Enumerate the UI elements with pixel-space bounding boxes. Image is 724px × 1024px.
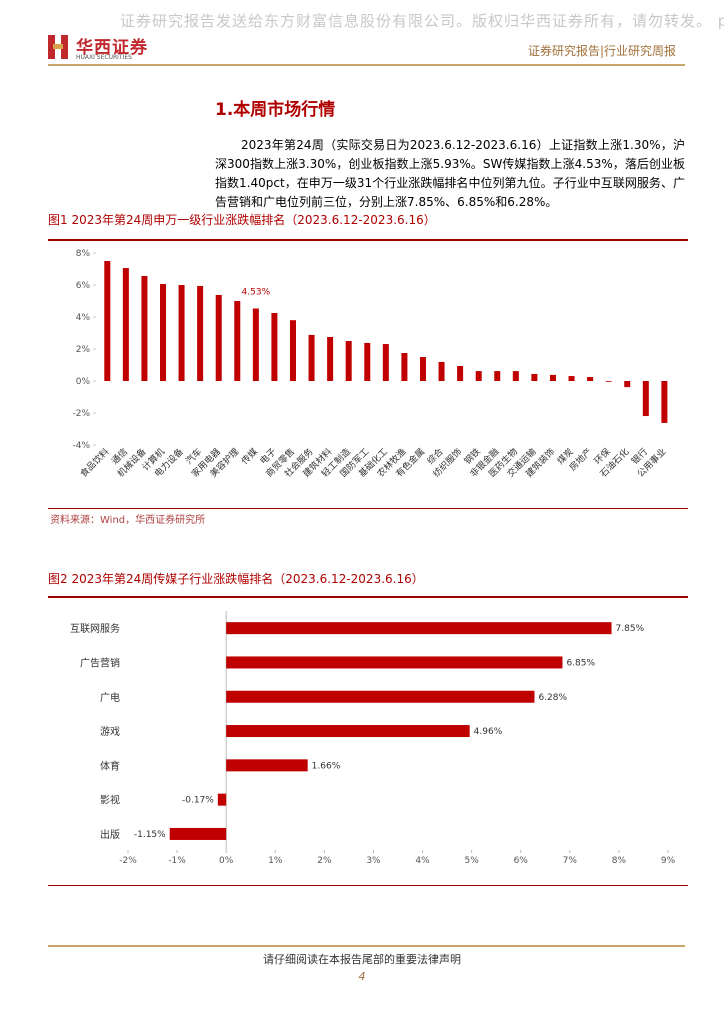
bar <box>104 261 111 381</box>
y-tick-label: 游戏 <box>100 725 120 738</box>
source: 资料来源：Wind，华西证券研究所 <box>50 515 206 526</box>
bar <box>642 381 649 417</box>
y-tick-label: -2% <box>72 409 90 419</box>
disclaimer: 请仔细阅读在本报告尾部的重要法律声明 <box>263 953 461 966</box>
y-tick-label: 影视 <box>100 794 120 807</box>
data-label: 1.66% <box>312 761 341 771</box>
paragraph: 2023年第24周（实际交易日为2023.6.12-2023.6.16）上证指数… <box>215 138 685 209</box>
y-tick-label: 4% <box>76 313 91 323</box>
bar <box>419 357 426 381</box>
y-tick-label: 8% <box>76 249 91 259</box>
y-tick-label: 出版 <box>100 828 120 841</box>
bar <box>624 381 631 388</box>
bar <box>531 373 538 381</box>
bar <box>308 334 315 381</box>
footer-rule <box>48 945 685 947</box>
bar <box>217 793 227 806</box>
bar <box>141 276 148 381</box>
bar <box>587 377 594 381</box>
section-title: 1.本周市场行情 <box>215 100 336 120</box>
y-tick-label: 广告营销 <box>80 656 120 669</box>
bar <box>382 344 389 381</box>
caption-rule <box>48 596 688 598</box>
y-tick-label: 0% <box>76 377 91 387</box>
chart-rule <box>48 885 688 886</box>
source-rule <box>48 508 688 509</box>
x-tick-label: 0% <box>219 856 234 866</box>
data-label: 4.96% <box>474 727 503 737</box>
x-tick-label: 4% <box>415 856 430 866</box>
bar <box>215 294 222 381</box>
x-tick-label: 8% <box>612 856 627 866</box>
header-rule <box>48 64 685 66</box>
bar <box>512 371 519 381</box>
bar <box>401 353 408 381</box>
bar <box>364 342 371 381</box>
bar <box>289 320 296 381</box>
x-tick-label: 3% <box>366 856 381 866</box>
logo-text: 华西证券 <box>76 38 148 58</box>
bar <box>549 374 556 381</box>
bar <box>226 656 563 669</box>
data-label: -0.17% <box>182 796 214 806</box>
logo-icon <box>48 35 68 59</box>
bar <box>457 365 464 381</box>
data-label: -1.15% <box>134 830 166 840</box>
y-tick-label: 2% <box>76 345 91 355</box>
page-number: 4 <box>358 970 366 983</box>
x-tick-label: 2% <box>317 856 332 866</box>
data-label: 6.28% <box>538 693 567 703</box>
bar <box>271 313 278 381</box>
chart: -2% -1% 0% 1% 2% 3% 4% 5% 6% 7% 8% 9% 互联网服务 7.85% 广告营销… <box>70 611 676 866</box>
report-type: 证券研究报告|行业研究周报 <box>527 44 676 58</box>
bar <box>122 268 129 381</box>
y-tick-label: 体育 <box>100 759 120 772</box>
bar <box>169 827 227 840</box>
y-tick-label: 6% <box>76 281 91 291</box>
chart: -4%-2%0%2%4%6%8%食品饮料通信机械设备计算机电力设备汽车家用电器美… <box>72 249 668 480</box>
y-tick-label: 互联网服务 <box>70 622 120 635</box>
x-tick-label: -1% <box>168 856 186 866</box>
watermark: 证券研究报告发送给东方财富信息股份有限公司。版权归华西证券所有，请勿转发。 p <box>120 12 724 30</box>
bar <box>327 337 334 381</box>
bar <box>226 690 535 703</box>
data-label: 6.85% <box>566 658 595 668</box>
figure-caption: 图1 2023年第24周申万一级行业涨跌幅排名（2023.6.12-2023.6… <box>48 213 436 227</box>
bar <box>438 361 445 381</box>
bar <box>345 341 352 381</box>
y-tick-label: -4% <box>72 441 90 451</box>
x-tick-label: 1% <box>268 856 283 866</box>
data-label: 4.53% <box>242 288 271 298</box>
bar <box>252 308 259 381</box>
bar <box>494 371 501 381</box>
figure-caption: 图2 2023年第24周传媒子行业涨跌幅排名（2023.6.12-2023.6.… <box>48 572 424 586</box>
bar <box>226 759 308 772</box>
x-tick-label: 5% <box>464 856 479 866</box>
x-tick-label: -2% <box>119 856 137 866</box>
bar <box>234 301 241 381</box>
data-label: 7.85% <box>616 624 645 634</box>
bar <box>475 371 482 381</box>
y-tick-label: 广电 <box>100 691 120 704</box>
bar <box>661 381 668 423</box>
bar <box>226 725 470 738</box>
x-tick-label: 7% <box>563 856 578 866</box>
bar <box>568 376 575 381</box>
caption-rule <box>48 239 688 241</box>
bar <box>197 285 204 381</box>
logo-en: HUAXI SECURITIES <box>76 54 132 61</box>
bar <box>605 381 612 382</box>
bar <box>159 284 166 381</box>
x-tick-label: 9% <box>661 856 676 866</box>
bar <box>226 622 612 635</box>
x-tick-label: 6% <box>514 856 529 866</box>
bar <box>178 285 185 381</box>
